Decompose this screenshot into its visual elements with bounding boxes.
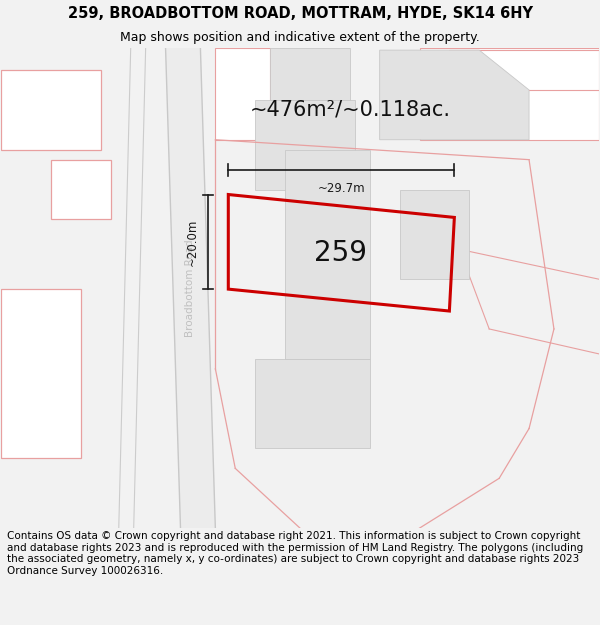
- Polygon shape: [449, 50, 599, 90]
- Polygon shape: [400, 189, 469, 279]
- Text: Broadbottom Road: Broadbottom Road: [185, 239, 196, 337]
- Polygon shape: [419, 48, 599, 140]
- Text: Map shows position and indicative extent of the property.: Map shows position and indicative extent…: [120, 31, 480, 44]
- Polygon shape: [380, 50, 529, 140]
- Polygon shape: [215, 48, 270, 140]
- Text: ~476m²/~0.118ac.: ~476m²/~0.118ac.: [249, 100, 450, 120]
- Polygon shape: [285, 150, 370, 359]
- Polygon shape: [1, 289, 81, 458]
- Polygon shape: [51, 159, 111, 219]
- Text: ~29.7m: ~29.7m: [317, 182, 365, 194]
- Text: 259, BROADBOTTOM ROAD, MOTTRAM, HYDE, SK14 6HY: 259, BROADBOTTOM ROAD, MOTTRAM, HYDE, SK…: [67, 6, 533, 21]
- Polygon shape: [270, 48, 350, 100]
- Polygon shape: [166, 48, 215, 528]
- Polygon shape: [1, 70, 101, 150]
- Text: 259: 259: [314, 239, 367, 267]
- Polygon shape: [255, 100, 355, 189]
- Text: ~20.0m: ~20.0m: [185, 218, 199, 266]
- Polygon shape: [255, 359, 370, 449]
- Text: Contains OS data © Crown copyright and database right 2021. This information is : Contains OS data © Crown copyright and d…: [7, 531, 583, 576]
